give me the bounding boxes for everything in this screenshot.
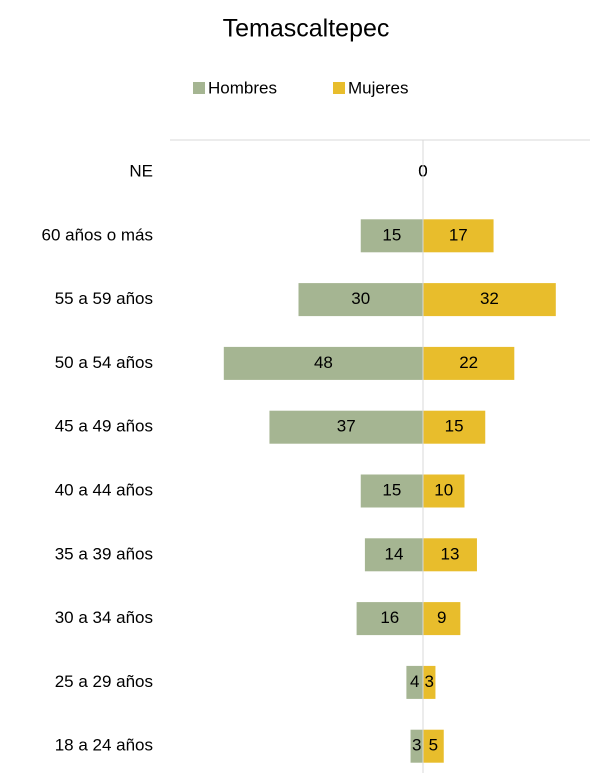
data-label: 30	[351, 289, 370, 308]
data-label: 15	[445, 417, 464, 436]
category-label: 18 a 24 años	[55, 736, 153, 755]
legend-label: Mujeres	[348, 78, 408, 97]
data-label: 10	[434, 480, 453, 499]
chart-title: Temascaltepec	[223, 15, 390, 43]
bar	[223, 346, 423, 380]
data-label: 15	[382, 225, 401, 244]
bar	[360, 474, 423, 508]
category-label: 45 a 49 años	[55, 417, 153, 436]
category-label: 60 años o más	[41, 225, 153, 244]
legend-label: Hombres	[208, 78, 277, 97]
data-label: 14	[384, 544, 403, 563]
bar	[364, 538, 423, 572]
bar	[298, 283, 423, 317]
category-label: NE	[129, 161, 153, 180]
category-label: 55 a 59 años	[55, 289, 153, 308]
bar	[423, 602, 461, 636]
legend-swatch	[193, 82, 205, 94]
data-label: 32	[480, 289, 499, 308]
bar	[360, 219, 423, 253]
bar	[423, 219, 494, 253]
data-label: 22	[459, 353, 478, 372]
bar	[423, 346, 515, 380]
category-label: 35 a 39 años	[55, 544, 153, 563]
bar	[423, 538, 477, 572]
data-label: 4	[410, 672, 419, 691]
data-label: 13	[441, 544, 460, 563]
category-label: 30 a 34 años	[55, 608, 153, 627]
bar	[423, 474, 465, 508]
bar	[406, 665, 423, 699]
data-label: 37	[337, 417, 356, 436]
bar	[410, 729, 423, 763]
category-label: 40 a 44 años	[55, 480, 153, 499]
data-label: 48	[314, 353, 333, 372]
bar	[269, 410, 423, 444]
data-label: 17	[449, 225, 468, 244]
bar	[423, 729, 444, 763]
data-label: 9	[437, 608, 446, 627]
data-label: 3	[424, 672, 433, 691]
data-label: 16	[380, 608, 399, 627]
data-label: 15	[382, 480, 401, 499]
legend-swatch	[333, 82, 345, 94]
data-label: 5	[429, 736, 438, 755]
data-label: 3	[412, 736, 421, 755]
bar	[423, 283, 556, 317]
bar	[423, 665, 436, 699]
category-label: 25 a 29 años	[55, 672, 153, 691]
bar	[423, 410, 486, 444]
bar	[356, 602, 423, 636]
category-label: 50 a 54 años	[55, 353, 153, 372]
